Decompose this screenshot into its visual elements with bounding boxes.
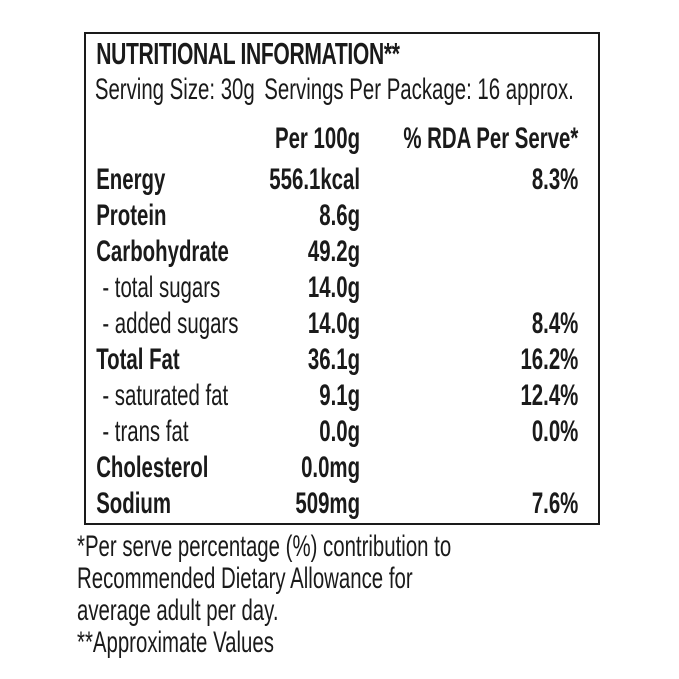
table-row: Cholesterol 0.0mg [86,450,598,486]
table-row: - trans fat 0.0g 0.0% [86,414,598,450]
footnote-line: Recommended Dietary Allowance for [77,562,413,595]
table-row: Total Fat 36.1g 16.2% [86,342,598,378]
footnote-line: *Per serve percentage (%) contribution t… [77,530,452,563]
rda-per-serve-value: 12.4% [520,379,579,412]
table-row: Sodium 509mg 7.6% [86,486,598,522]
per-100g-value: 36.1g [307,343,361,376]
per-100g-value: 0.0g [319,415,361,448]
column-header-per-100g: Per 100g [274,122,361,155]
rda-per-serve-value: 7.6% [531,487,579,520]
nutrient-name: Protein [96,199,167,232]
table-row: - total sugars 14.0g [86,270,598,306]
nutrient-name: - total sugars [102,271,221,304]
rda-per-serve-value: 8.4% [531,307,579,340]
nutrient-name: - added sugars [102,307,239,340]
table-row: Protein 8.6g [86,198,598,234]
nutrient-rows: Energy 556.1kcal 8.3% Protein 8.6g Carbohydra… [86,162,598,522]
nutrient-name: Total Fat [96,343,180,376]
rda-per-serve-value: 0.0% [531,415,579,448]
footnotes: *Per serve percentage (%) contribution t… [77,531,675,659]
nutrient-name: Sodium [96,487,171,520]
per-100g-value: 0.0mg [301,451,361,484]
per-100g-value: 509mg [295,487,361,520]
nutrient-name: - saturated fat [102,379,229,412]
nutrition-table-content: NUTRITIONAL INFORMATION** Serving Size: … [86,34,598,522]
table-row: Energy 556.1kcal 8.3% [86,162,598,198]
per-100g-value: 14.0g [307,271,361,304]
footnote-line: **Approximate Values [77,626,274,659]
nutrition-table: NUTRITIONAL INFORMATION** Serving Size: … [84,32,600,525]
servings-per-package-text: Servings Per Package: 16 approx. [264,73,574,106]
nutrient-name: - trans fat [102,415,189,448]
serving-info-line: Serving Size: 30g Servings Per Package: 1… [86,72,598,108]
per-100g-value: 49.2g [307,235,361,268]
nutrient-name: Cholesterol [96,451,209,484]
nutrient-name: Carbohydrate [96,235,229,268]
nutrient-name: Energy [96,163,166,196]
rda-per-serve-value: 8.3% [531,163,579,196]
serving-size-text: Serving Size: 30g [94,73,255,106]
footnote-line: average adult per day. [77,594,279,627]
per-100g-value: 556.1kcal [269,163,361,196]
table-row: - added sugars 14.0g 8.4% [86,306,598,342]
column-header-row: Per 100g % RDA Per Serve* [86,108,598,158]
label-title: NUTRITIONAL INFORMATION** [96,36,400,71]
per-100g-value: 14.0g [307,307,361,340]
per-100g-value: 8.6g [319,199,361,232]
table-row: - saturated fat 9.1g 12.4% [86,378,598,414]
per-100g-value: 9.1g [319,379,361,412]
column-header-rda-per-serve: % RDA Per Serve* [403,122,579,155]
table-row: Carbohydrate 49.2g [86,234,598,270]
rda-per-serve-value: 16.2% [520,343,579,376]
